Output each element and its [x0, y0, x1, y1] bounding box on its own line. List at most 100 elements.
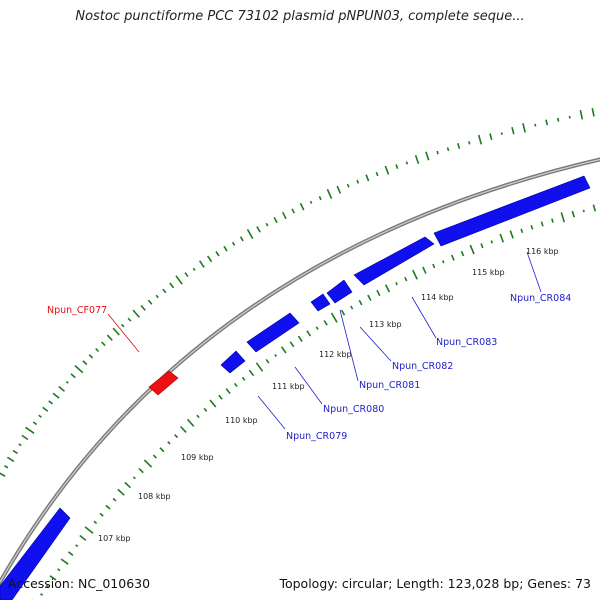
gc-skew-tick [556, 117, 560, 122]
gc-skew-tick [40, 593, 44, 596]
gc-skew-tick [95, 348, 100, 353]
gc-skew-tick [534, 123, 537, 127]
gc-skew-tick [38, 414, 42, 418]
gc-skew-tick [560, 212, 566, 223]
gc-skew-tick [186, 418, 195, 427]
gc-skew-tick [530, 225, 534, 230]
gene-label-npun-cr080[interactable]: Npun_CR080 [323, 404, 384, 415]
gc-skew-tick [289, 341, 295, 348]
kbp-tick-label: 110 kbp [225, 416, 258, 425]
gc-skew-tick [340, 309, 346, 316]
gc-skew-tick [477, 134, 483, 145]
gc-skew-tick [545, 119, 549, 126]
gene-label-npun-cr079[interactable]: Npun_CR079 [286, 431, 347, 442]
gc-skew-tick [468, 141, 471, 145]
gc-skew-tick [414, 154, 420, 164]
gene-feature-npun-cr082[interactable] [326, 279, 353, 304]
gene-label-npun-cr081[interactable]: Npun_CR081 [359, 380, 420, 391]
gc-skew-tick [112, 327, 120, 336]
gc-skew-tick [121, 323, 125, 328]
kbp-tick-label: 116 kbp [526, 247, 559, 256]
gc-skew-tick [215, 251, 220, 257]
gc-skew-tick [281, 211, 287, 220]
gene-label-npun-cr083[interactable]: Npun_CR083 [436, 337, 497, 348]
gc-skew-tick [159, 447, 165, 453]
kbp-tick-labels: 107 kbp 108 kbp 109 kbp 110 kbp 111 kbp … [98, 247, 559, 543]
gc-skew-tick [127, 317, 132, 322]
gc-skew-tick [246, 229, 254, 240]
kbp-tick-label: 114 kbp [421, 293, 454, 302]
gc-skew-tick [404, 276, 408, 282]
gc-skew-tick [88, 354, 94, 359]
gc-skew-inner-track [32, 204, 597, 600]
gc-skew-tick [239, 236, 244, 242]
gc-skew-tick [592, 204, 597, 212]
gc-skew-tick [280, 346, 287, 354]
gc-skew-tick [57, 568, 61, 572]
gene-feature-lower-left[interactable] [0, 507, 71, 600]
gene-features [0, 175, 591, 600]
gc-skew-tick [152, 454, 157, 459]
gc-skew-tick [48, 400, 53, 405]
gc-skew-tick [522, 123, 526, 133]
gc-skew-tick [297, 335, 303, 343]
gene-feature-npun-cr079[interactable] [220, 350, 246, 374]
gc-skew-tick [511, 127, 515, 135]
gc-skew-tick [326, 188, 333, 199]
gc-skew-tick [469, 244, 475, 255]
gc-skew-tick [480, 243, 484, 249]
gc-skew-tick [500, 132, 503, 136]
gc-skew-tick [299, 202, 305, 211]
gc-skew-tick [336, 185, 342, 194]
gene-label-npun-cf077[interactable]: Npun_CF077 [47, 305, 107, 316]
gc-skew-tick [223, 245, 228, 252]
gc-skew-tick [499, 233, 505, 243]
gc-skew-tick [75, 544, 79, 548]
gc-skew-tick [509, 230, 514, 239]
gc-skew-tick [209, 399, 217, 408]
gc-skew-tick [82, 360, 88, 366]
gene-feature-npun-cr084[interactable] [433, 175, 591, 247]
gc-skew-tick [231, 241, 236, 246]
gc-skew-tick [192, 267, 196, 271]
gc-skew-tick [395, 164, 399, 169]
kbp-tick-label: 107 kbp [98, 534, 131, 543]
gc-skew-tick [225, 388, 231, 395]
gc-skew-tick [367, 294, 372, 301]
gc-skew-tick [255, 362, 264, 372]
gc-skew-tick [551, 218, 554, 223]
gc-skew-tick [143, 459, 153, 468]
gene-label-npun-cr082[interactable]: Npun_CR082 [392, 361, 453, 372]
gc-skew-tick [375, 171, 379, 177]
gc-skew-tick [140, 304, 146, 311]
gc-skew-tick [318, 196, 322, 201]
gc-skew-tick [376, 289, 381, 297]
gene-feature-npun-cr083[interactable] [353, 236, 435, 286]
gene-labels: Npun_CF077 Npun_CR079 Npun_CR080 Npun_CR… [47, 293, 571, 442]
gc-skew-tick [74, 365, 84, 374]
gc-skew-tick [520, 228, 524, 234]
gc-skew-tick [206, 255, 213, 263]
gene-feature-npun-cr081[interactable] [310, 293, 331, 312]
gc-skew-tick [384, 165, 390, 175]
gc-skew-tick [489, 133, 493, 141]
gc-skew-tick [105, 504, 111, 510]
gc-skew-tick [203, 407, 208, 412]
gene-feature-npun-cf077[interactable] [148, 370, 179, 396]
gc-skew-tick [180, 425, 187, 433]
gc-skew-tick [132, 476, 136, 480]
gc-skew-tick [93, 520, 98, 525]
gene-label-npun-cr084[interactable]: Npun_CR084 [510, 293, 571, 304]
gc-skew-tick [425, 151, 430, 161]
gc-skew-tick [3, 465, 9, 469]
gc-skew-tick [432, 263, 436, 269]
gc-skew-tick [58, 385, 66, 392]
kbp-tick-label: 112 kbp [319, 350, 352, 359]
gc-skew-tick [358, 299, 363, 306]
gc-skew-tick [21, 434, 29, 441]
gc-skew-tick [446, 147, 450, 152]
gc-skew-tick [365, 174, 370, 182]
gene-feature-npun-cr080[interactable] [246, 312, 300, 353]
gc-skew-tick [169, 282, 175, 289]
gc-skew-tick [457, 142, 461, 149]
